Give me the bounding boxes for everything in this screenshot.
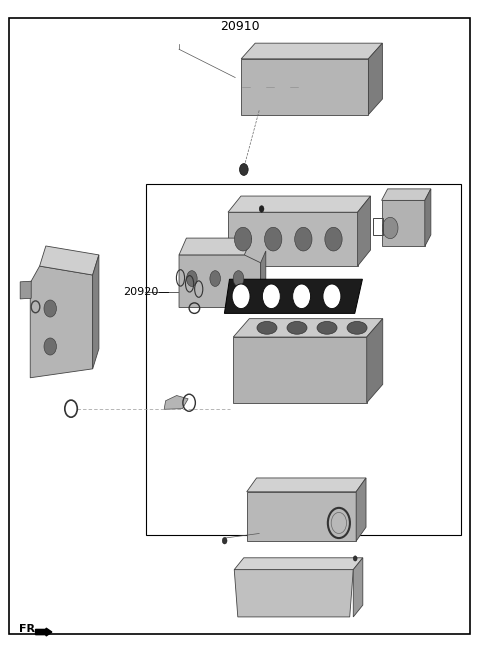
- Polygon shape: [358, 196, 371, 266]
- Polygon shape: [425, 189, 431, 246]
- Polygon shape: [234, 558, 363, 570]
- Polygon shape: [241, 43, 383, 59]
- Ellipse shape: [257, 321, 277, 334]
- Ellipse shape: [210, 271, 220, 286]
- Bar: [373, 218, 383, 235]
- Polygon shape: [234, 570, 353, 617]
- Circle shape: [325, 227, 342, 251]
- Ellipse shape: [187, 271, 197, 286]
- Circle shape: [383, 217, 398, 238]
- Circle shape: [264, 227, 282, 251]
- Circle shape: [263, 284, 280, 309]
- Polygon shape: [356, 478, 366, 541]
- Ellipse shape: [317, 321, 337, 334]
- Polygon shape: [20, 281, 31, 299]
- Polygon shape: [382, 200, 425, 246]
- Ellipse shape: [347, 321, 367, 334]
- Polygon shape: [247, 478, 366, 491]
- Polygon shape: [261, 251, 266, 307]
- Circle shape: [234, 227, 252, 251]
- Polygon shape: [93, 255, 99, 369]
- Circle shape: [259, 206, 264, 212]
- Text: 20920—: 20920—: [123, 287, 169, 298]
- Text: FR.: FR.: [19, 623, 40, 634]
- Polygon shape: [241, 59, 369, 114]
- Polygon shape: [353, 558, 363, 617]
- Polygon shape: [367, 319, 383, 403]
- Polygon shape: [233, 319, 383, 337]
- Circle shape: [232, 284, 250, 309]
- Polygon shape: [30, 266, 93, 378]
- FancyArrow shape: [36, 628, 52, 636]
- Polygon shape: [228, 212, 358, 266]
- Text: 20910: 20910: [220, 20, 260, 33]
- Polygon shape: [228, 196, 371, 212]
- Ellipse shape: [287, 321, 307, 334]
- Ellipse shape: [233, 271, 244, 286]
- Circle shape: [323, 284, 341, 309]
- Polygon shape: [382, 189, 431, 200]
- Polygon shape: [233, 337, 367, 403]
- Circle shape: [44, 338, 57, 355]
- Circle shape: [222, 537, 227, 544]
- Bar: [146, 184, 461, 535]
- Circle shape: [44, 300, 57, 317]
- Circle shape: [295, 227, 312, 251]
- Polygon shape: [39, 246, 99, 275]
- Polygon shape: [224, 279, 362, 313]
- Polygon shape: [179, 255, 261, 307]
- Circle shape: [353, 556, 357, 561]
- Circle shape: [293, 284, 311, 309]
- Polygon shape: [164, 396, 188, 409]
- Polygon shape: [247, 491, 356, 541]
- Polygon shape: [369, 43, 383, 114]
- Circle shape: [240, 164, 248, 175]
- Polygon shape: [179, 238, 252, 255]
